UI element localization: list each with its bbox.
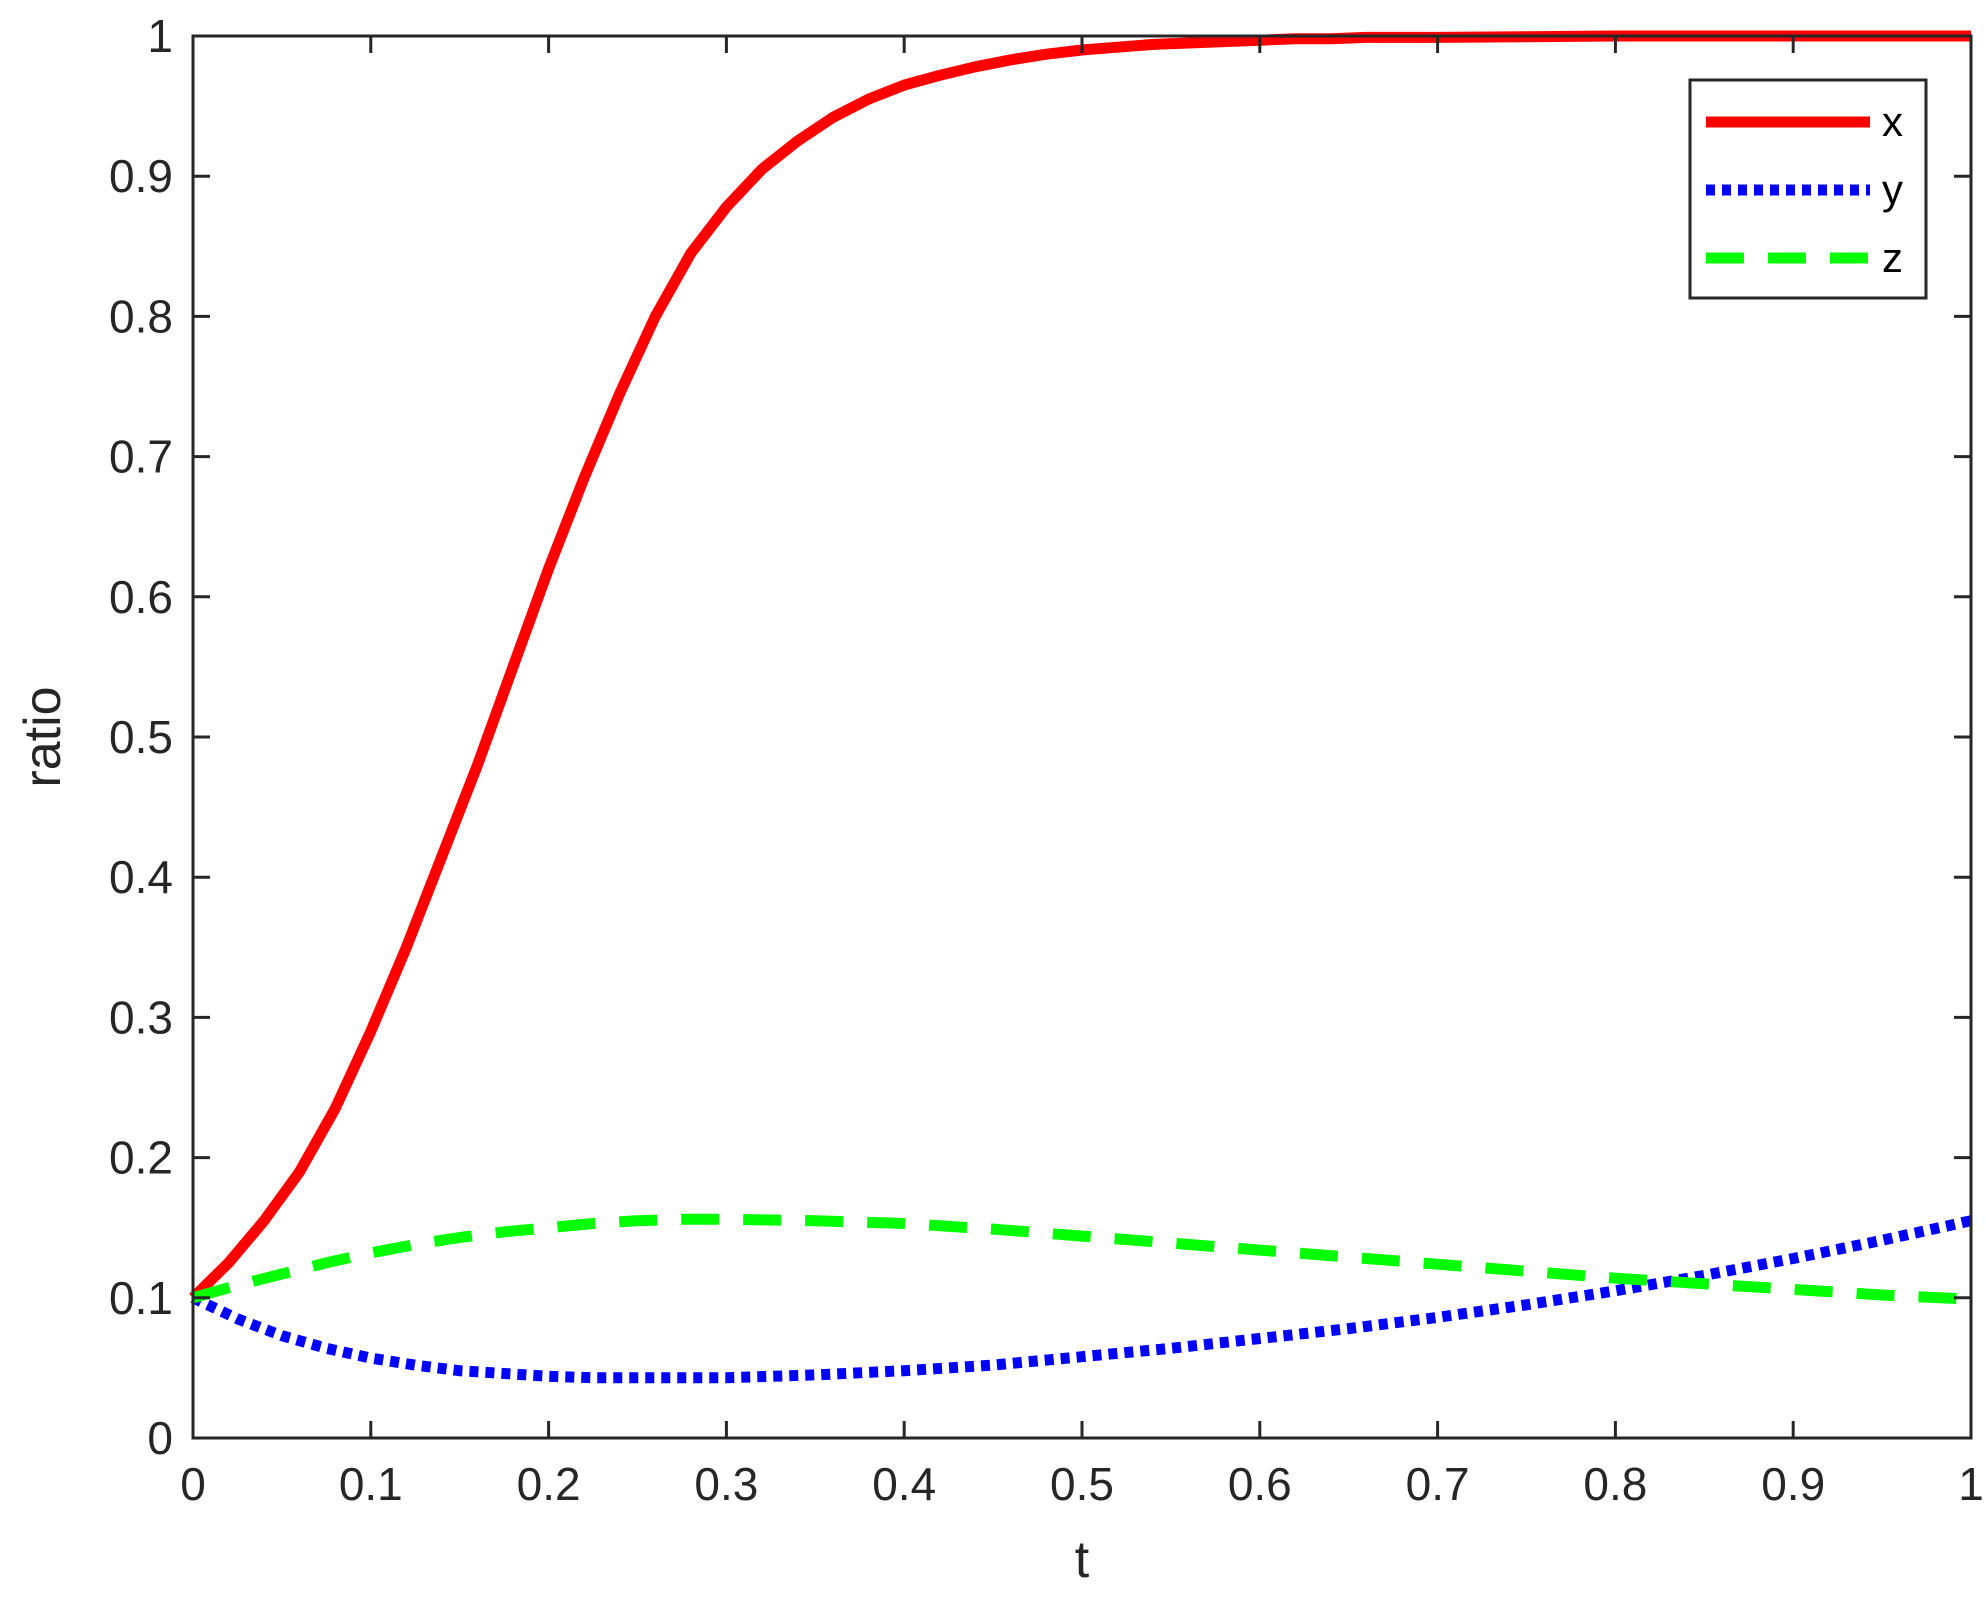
y-tick-label: 0.9 bbox=[109, 150, 173, 202]
y-tick-label: 1 bbox=[147, 10, 173, 62]
x-tick-label: 0.2 bbox=[517, 1458, 581, 1510]
y-tick-label: 0.7 bbox=[109, 431, 173, 483]
x-tick-label: 0.1 bbox=[339, 1458, 403, 1510]
y-tick-label: 0.8 bbox=[109, 290, 173, 342]
x-tick-label: 0.7 bbox=[1406, 1458, 1470, 1510]
y-axis-ticks: 0 0.1 0.2 0.3 0.4 0.5 0.6 0.7 0.8 0.9 1 bbox=[109, 10, 1971, 1464]
legend-label-y: y bbox=[1882, 166, 1903, 213]
y-tick-label: 0 bbox=[147, 1412, 173, 1464]
x-tick-label: 0.4 bbox=[872, 1458, 936, 1510]
x-tick-label: 0 bbox=[180, 1458, 206, 1510]
legend-label-x: x bbox=[1882, 98, 1903, 145]
x-tick-label: 1 bbox=[1958, 1458, 1984, 1510]
y-tick-label: 0.1 bbox=[109, 1272, 173, 1324]
series-line-z bbox=[191, 1213, 1972, 1305]
x-axis-label: t bbox=[1075, 1531, 1090, 1589]
x-tick-label: 0.5 bbox=[1050, 1458, 1114, 1510]
x-tick-label: 0.3 bbox=[694, 1458, 758, 1510]
y-tick-label: 0.6 bbox=[109, 571, 173, 623]
y-axis-label: ratio bbox=[14, 686, 72, 787]
series-line-y bbox=[190, 1215, 1973, 1384]
y-tick-label: 0.3 bbox=[109, 991, 173, 1043]
legend-label-z: z bbox=[1882, 234, 1903, 281]
legend-entries: xyz bbox=[1706, 98, 1903, 281]
x-tick-label: 0.8 bbox=[1583, 1458, 1647, 1510]
x-tick-label: 0.9 bbox=[1761, 1458, 1825, 1510]
y-tick-label: 0.4 bbox=[109, 851, 173, 903]
y-tick-label: 0.5 bbox=[109, 711, 173, 763]
y-tick-label: 0.2 bbox=[109, 1132, 173, 1184]
x-tick-label: 0.6 bbox=[1228, 1458, 1292, 1510]
x-axis-ticks: 0 0.1 0.2 0.3 0.4 0.5 0.6 0.7 0.8 0.9 1 bbox=[180, 36, 1984, 1510]
plot-area: 0 0.1 0.2 0.3 0.4 0.5 0.6 0.7 0.8 0.9 1 0 0.1 0.2 0.3… bbox=[109, 10, 1984, 1510]
legend: xyz bbox=[1688, 78, 1928, 300]
